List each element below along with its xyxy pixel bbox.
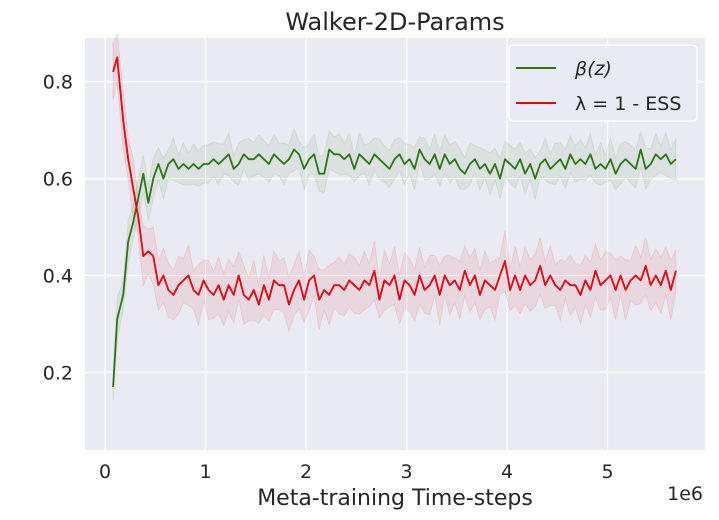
- confidence-bands: [112, 32, 677, 400]
- x-tick-label: 1: [200, 461, 212, 483]
- legend-label-lambda: λ = 1 - ESS: [575, 93, 681, 115]
- x-tick-label: 0: [99, 461, 111, 483]
- x-scale-label: 1e6: [667, 483, 703, 505]
- series-lines: [112, 56, 677, 388]
- series-band-1: [112, 32, 677, 334]
- x-tick-labels: 0 1 2 3 4 5: [99, 461, 614, 483]
- y-tick-label: 0.8: [43, 72, 73, 94]
- y-tick-label: 0.6: [43, 169, 73, 191]
- legend-label-beta: β(z): [574, 58, 612, 80]
- x-tick-label: 2: [300, 461, 312, 483]
- series-line-0: [112, 148, 677, 388]
- x-tick-label: 3: [401, 461, 413, 483]
- chart-title: Walker-2D-Params: [285, 8, 504, 36]
- y-tick-label: 0.4: [43, 266, 73, 288]
- series-line-1: [112, 56, 677, 306]
- legend: β(z) λ = 1 - ESS: [508, 44, 698, 122]
- x-axis-title: Meta-training Time-steps: [257, 486, 533, 511]
- y-tick-label: 0.2: [43, 362, 73, 384]
- y-tick-labels: 0.2 0.4 0.6 0.8: [43, 72, 73, 385]
- x-tick-label: 5: [601, 461, 613, 483]
- series-band-0: [112, 126, 677, 400]
- x-tick-label: 4: [501, 461, 513, 483]
